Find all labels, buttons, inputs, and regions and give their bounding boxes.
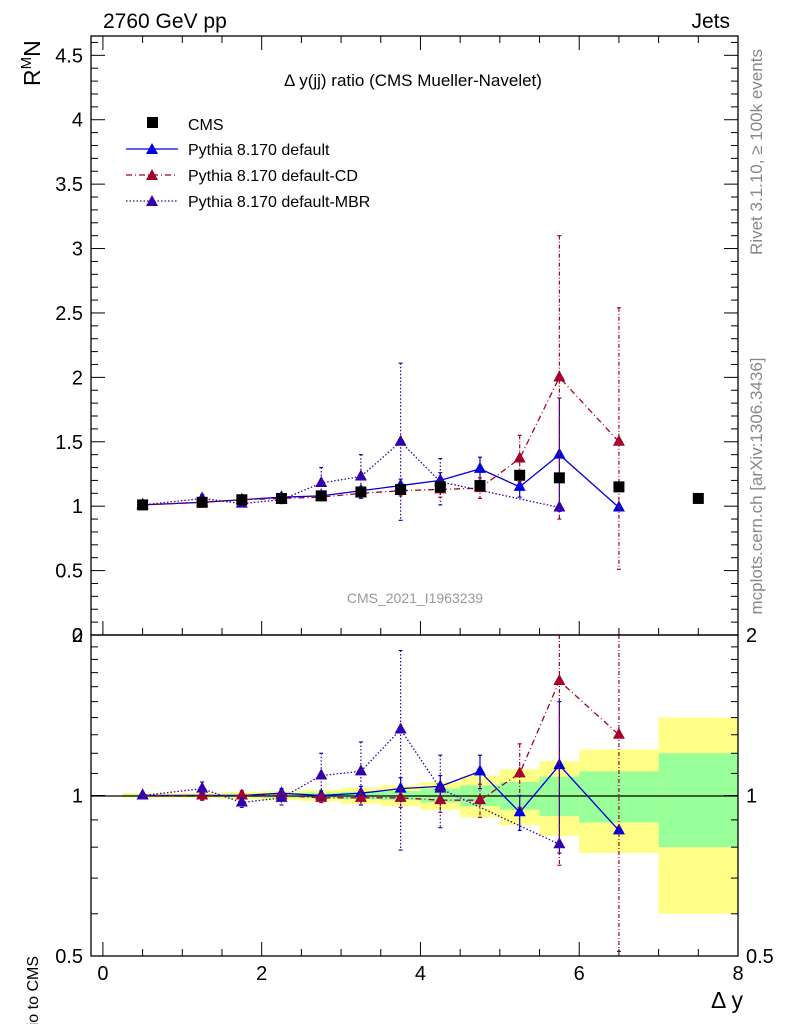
uncertainty-bands (122, 717, 738, 914)
point-pythia-8-170-default-mbr (553, 837, 566, 849)
legend-marker-default (146, 143, 158, 154)
point-pythia-8-170-default-cd (513, 766, 526, 778)
y-tick-label: 0 (72, 625, 83, 647)
y-tick-label: 0.5 (55, 561, 83, 583)
cms-data-point (236, 494, 248, 506)
point-pythia-8-170-default-mbr (553, 500, 566, 512)
x-tick-label: 6 (574, 963, 585, 985)
point-pythia-8-170-default-cd (354, 790, 367, 802)
analysis-watermark: CMS_2021_I1963239 (347, 590, 483, 606)
cms-data-point (276, 492, 288, 504)
ratio-y-tick-label-right: 1 (746, 786, 757, 808)
series-line-pythia-8-170-default (142, 453, 620, 508)
main-series (136, 235, 704, 570)
point-pythia-8-170-default-cd (473, 793, 486, 805)
legend-label-cms: CMS (188, 117, 224, 134)
x-axis-label: Δ y (711, 987, 743, 1013)
legend-label-mbr: Pythia 8.170 default-MBR (188, 194, 370, 211)
point-pythia-8-170-default-cd (612, 434, 625, 446)
y-tick-label: 2.5 (55, 303, 83, 325)
series-line-pythia-8-170-default-mbr (142, 728, 560, 845)
point-pythia-8-170-default-cd (513, 451, 526, 463)
y-tick-label: 1 (72, 496, 83, 518)
cms-data-point (474, 480, 486, 492)
cms-data-point (514, 469, 526, 481)
y-tick-label: 3.5 (55, 174, 83, 196)
point-pythia-8-170-default (513, 805, 526, 817)
ratio-y-tick-label-right: 0.5 (746, 946, 774, 968)
cms-data-point (315, 490, 327, 502)
cms-data-point (137, 499, 149, 511)
point-pythia-8-170-default-mbr (196, 781, 209, 793)
cms-data-point (395, 483, 407, 495)
cms-data-point (613, 481, 625, 493)
x-tick-label: 2 (256, 963, 267, 985)
ratio-series (136, 635, 625, 953)
x-tick-label: 4 (415, 963, 426, 985)
y-tick-label: 4.5 (55, 45, 83, 67)
legend-marker-cd (146, 169, 158, 180)
point-pythia-8-170-default-mbr (136, 788, 149, 800)
cms-data-point (692, 492, 704, 504)
mcplots-label: mcplots.cern.ch [arXiv:1306.3436] (747, 357, 766, 614)
x-tick-label: 0 (97, 963, 108, 985)
legend-marker-cms (147, 117, 158, 128)
cms-data-point (196, 496, 208, 508)
ratio-y-label: Ratio to CMS (25, 956, 42, 1024)
point-pythia-8-170-default-cd (553, 370, 566, 382)
point-pythia-8-170-default-mbr (315, 475, 328, 487)
point-pythia-8-170-default-mbr (315, 768, 328, 780)
point-pythia-8-170-default-mbr (354, 764, 367, 776)
series-line-pythia-8-170-default-cd (142, 679, 620, 801)
y-label-sub: N (19, 40, 45, 57)
x-tick-label: 8 (732, 963, 743, 985)
point-pythia-8-170-default-mbr (394, 722, 407, 734)
y-tick-label: 2 (72, 367, 83, 389)
rivet-version-label: Rivet 3.1.10, ≥ 100k events (747, 49, 766, 255)
plot-title: Δ y(jj) ratio (CMS Mueller-Navelet) (284, 71, 542, 90)
svg-text:RMN: RMN (18, 40, 45, 86)
ratio-y-tick-label: 0.5 (55, 946, 83, 968)
point-pythia-8-170-default-mbr (354, 469, 367, 481)
ratio-y-tick-label: 2 (72, 625, 83, 647)
y-tick-label: 4 (72, 110, 83, 132)
series-line-pythia-8-170-default-cd (142, 376, 620, 506)
point-pythia-8-170-default-cd (394, 790, 407, 802)
main-y-axis: 0 0.5 1 1.5 2 2.5 3 3.5 4 4.5 (55, 41, 738, 647)
header-right: Jets (691, 10, 730, 33)
y-label-r: R (19, 69, 45, 86)
ratio-y-tick-label-right: 2 (746, 625, 757, 647)
point-pythia-8-170-default-mbr (275, 790, 288, 802)
ratio-y-tick-label: 1 (72, 786, 83, 808)
band-inner (658, 753, 738, 848)
y-tick-label: 1.5 (55, 432, 83, 454)
legend-label-cd: Pythia 8.170 default-CD (188, 168, 358, 185)
main-y-label: RMN (18, 40, 45, 86)
legend-label-default: Pythia 8.170 default (188, 142, 330, 159)
point-pythia-8-170-default-cd (235, 788, 248, 800)
point-pythia-8-170-default (473, 461, 486, 473)
y-tick-label: 3 (72, 239, 83, 261)
point-pythia-8-170-default-cd (553, 673, 566, 685)
point-pythia-8-170-default-cd (612, 727, 625, 739)
y-label-sup: M (18, 57, 35, 70)
point-pythia-8-170-default (473, 764, 486, 776)
point-pythia-8-170-default-mbr (235, 795, 248, 807)
ratio-y-axis: 0.5 0.5 1 1 2 2 (55, 625, 774, 968)
point-pythia-8-170-default (513, 479, 526, 491)
cms-data-point (355, 486, 367, 498)
point-pythia-8-170-default-mbr (434, 781, 447, 793)
legend: CMS Pythia 8.170 default Pythia 8.170 de… (126, 117, 370, 211)
cms-data-point (434, 481, 446, 493)
point-pythia-8-170-default-mbr (394, 434, 407, 446)
main-panel: 0 0.5 1 1.5 2 2.5 3 3.5 4 4.5 Δ y(jj) ratio (CMS … (18, 35, 739, 647)
point-pythia-8-170-default (612, 823, 625, 835)
legend-marker-mbr (146, 195, 158, 206)
header-left: 2760 GeV pp (103, 10, 227, 33)
cms-data-point (553, 472, 565, 484)
x-axis: 0 2 4 6 8 (97, 36, 744, 985)
